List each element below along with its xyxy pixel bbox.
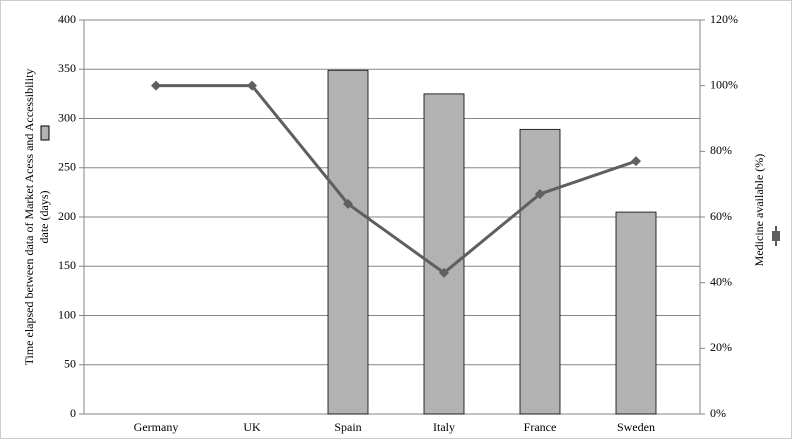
y-tick-label: 50	[64, 357, 76, 371]
line-marker	[343, 198, 353, 209]
bar	[423, 93, 465, 415]
legend-bar-icon	[40, 125, 50, 141]
y-tick-label: 100	[58, 307, 76, 321]
y-tick-label: 400	[58, 12, 76, 26]
y2-tick-label: 0%	[710, 406, 726, 420]
y-axis-title: date (days)	[37, 191, 51, 244]
x-tick-label: Italy	[433, 420, 455, 434]
y-tick-label: 350	[58, 61, 76, 75]
bar	[615, 211, 657, 415]
line-marker	[439, 267, 449, 278]
y-tick-label: 250	[58, 160, 76, 174]
y2-axis-title: Medicine available (%)	[752, 154, 766, 267]
x-tick-label: Germany	[134, 420, 179, 434]
y-tick-label: 200	[58, 209, 76, 223]
x-tick-label: France	[524, 420, 557, 434]
line-marker	[151, 80, 161, 91]
y2-tick-label: 100%	[710, 77, 738, 91]
y-axis-title: Time elapsed between data of Market Aces…	[22, 69, 36, 366]
line	[156, 84, 637, 275]
line-marker	[535, 189, 545, 200]
y-tick-label: 0	[70, 406, 76, 420]
x-tick-label: UK	[243, 420, 261, 434]
bar	[327, 69, 369, 415]
x-tick-label: Spain	[334, 420, 361, 434]
bar	[519, 128, 561, 415]
y-tick-label: 300	[58, 110, 76, 124]
line-marker	[247, 80, 257, 91]
x-tick-label: Sweden	[617, 420, 655, 434]
legend-line-icon	[772, 231, 780, 241]
y2-tick-label: 20%	[710, 340, 732, 354]
y2-tick-label: 60%	[710, 209, 732, 223]
y2-tick-label: 80%	[710, 143, 732, 157]
y-tick-label: 150	[58, 258, 76, 272]
y2-tick-label: 120%	[710, 12, 738, 26]
line-marker	[631, 156, 641, 167]
y2-tick-label: 40%	[710, 274, 732, 288]
